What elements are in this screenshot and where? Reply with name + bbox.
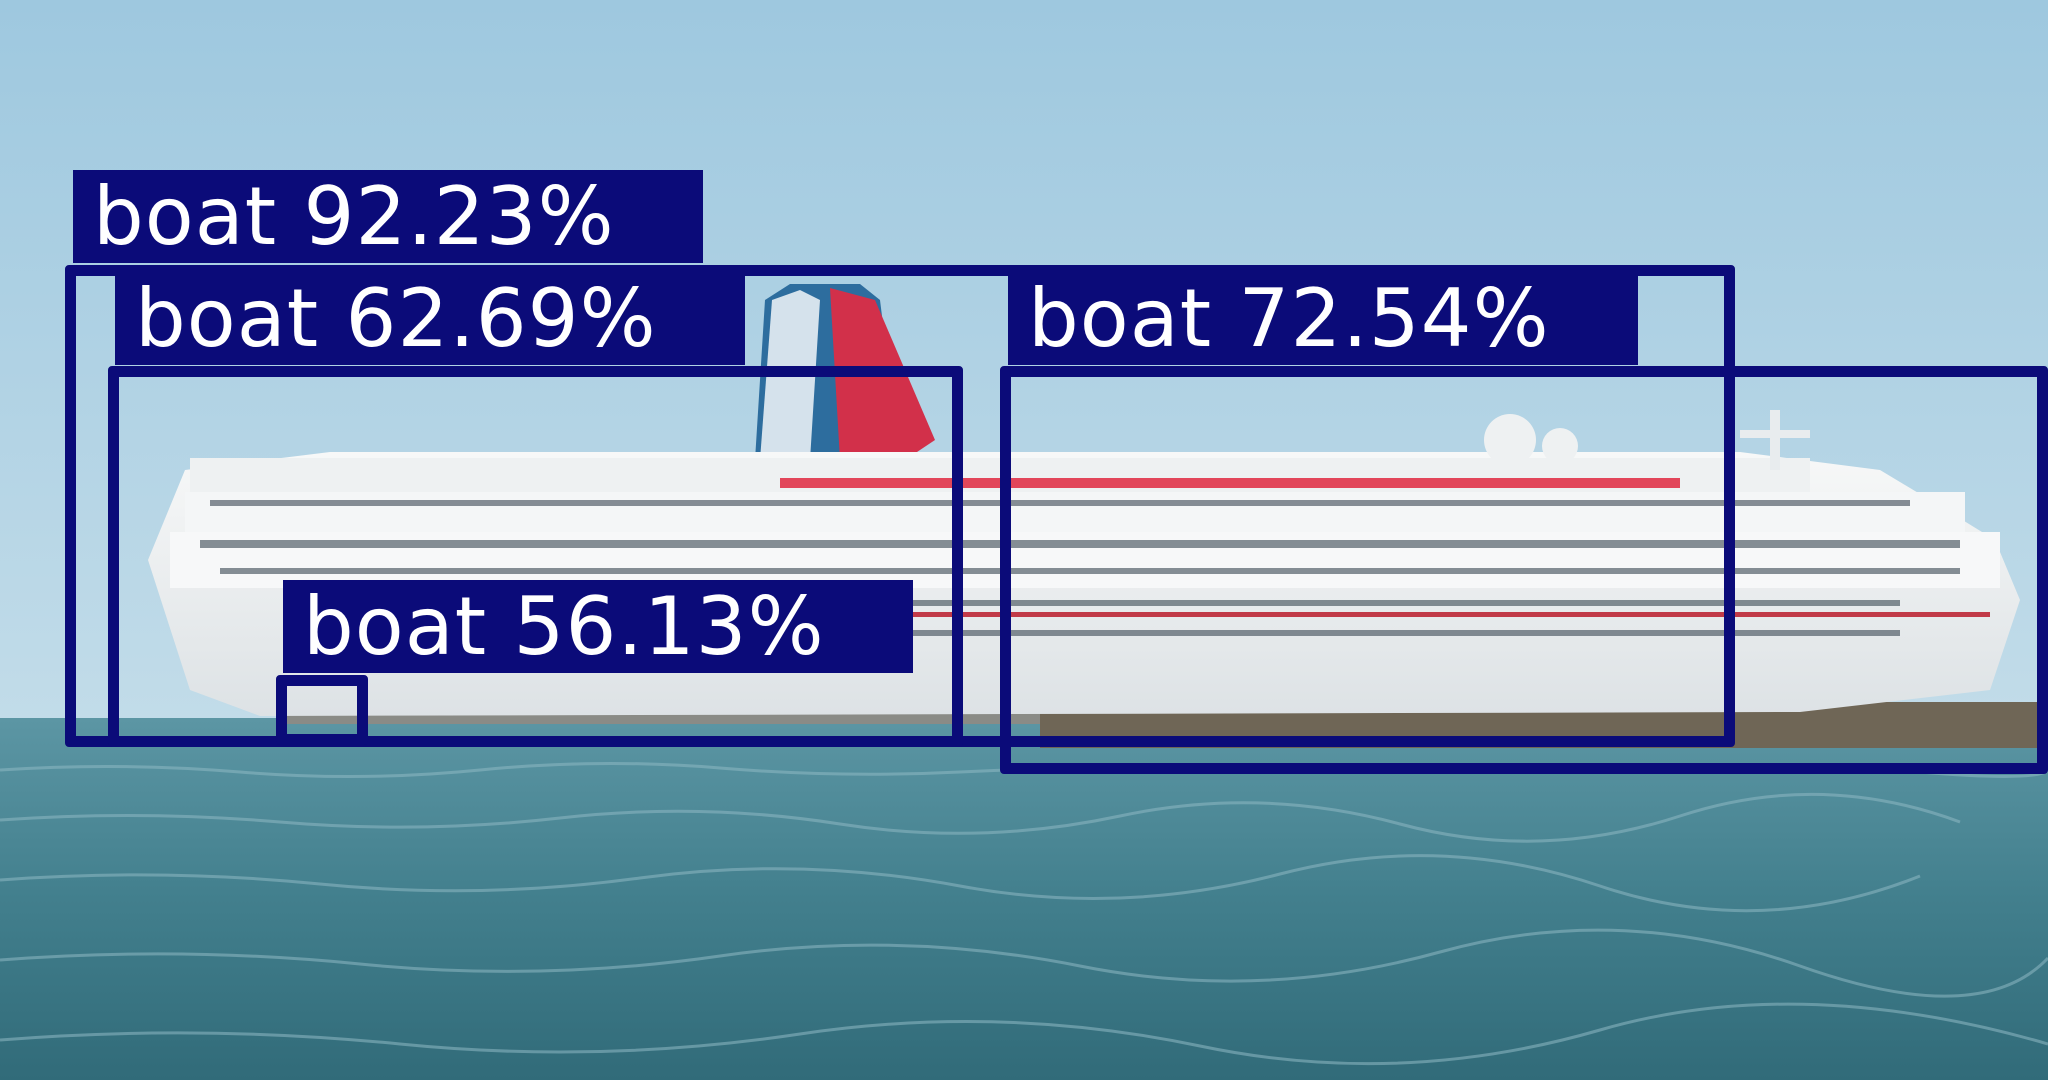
detection-box-4 [276,675,368,745]
detection-label-1: boat 92.23% [73,170,703,263]
sea [0,718,2048,1080]
detection-label-3: boat 72.54% [1008,272,1638,365]
detection-label-2: boat 62.69% [115,272,745,365]
detection-box-3 [1000,366,2048,774]
detection-label-4: boat 56.13% [283,580,913,673]
detection-box-2 [108,366,963,747]
